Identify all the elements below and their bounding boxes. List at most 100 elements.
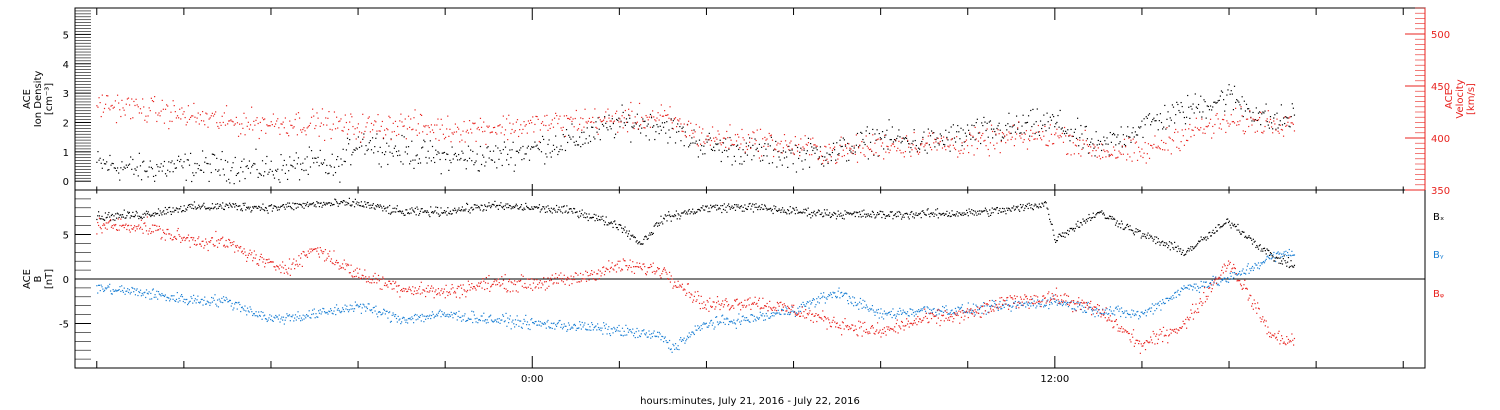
top-right-axis-title: ACEVelocity[km/s] [1444,79,1477,118]
top-point [1104,140,1106,142]
bottom-point [1023,302,1025,305]
top-point [580,117,582,119]
bottom-point [853,211,856,213]
bottom-point [1098,309,1100,311]
top-point [344,114,346,116]
bottom-left-tick-label: 0 [63,275,69,286]
bottom-point [1239,233,1242,235]
bottom-point [472,321,474,324]
top-point [598,128,600,130]
top-point [131,98,133,100]
top-point [1107,151,1109,153]
bottom-point [429,215,431,218]
top-point [180,118,182,120]
top-point [1079,139,1081,141]
top-point [802,146,804,148]
bottom-point [1064,301,1066,304]
bottom-point [168,297,170,299]
bottom-point [746,208,749,211]
bottom-point [599,219,601,221]
top-point [184,153,186,155]
top-point [1032,108,1034,111]
bottom-point [460,210,462,212]
bottom-point [404,319,406,321]
bottom-point [650,231,653,234]
bottom-point [907,216,909,218]
bottom-point [1076,301,1078,303]
bottom-point [1156,236,1158,238]
top-point [1254,131,1256,133]
top-point [730,144,732,147]
bottom-point [581,321,583,324]
bottom-point [698,208,700,211]
top-point [1120,153,1122,155]
bottom-point [811,302,813,304]
top-point [665,132,667,134]
bottom-point [387,317,389,319]
top-point [579,136,581,138]
bottom-point [1253,241,1255,243]
top-point [842,137,844,139]
top-point [1020,137,1022,139]
bottom-point [575,211,577,213]
bottom-point [572,212,574,214]
top-point [1284,116,1286,118]
top-point [1148,157,1151,159]
top-point [664,110,666,112]
bottom-point [1200,236,1202,238]
top-point [1228,125,1230,127]
bottom-point [703,209,705,211]
bottom-point [982,210,984,212]
bottom-point [1082,311,1084,313]
top-point [439,158,441,161]
bottom-point [1000,211,1002,213]
top-point [553,117,556,119]
bottom-point [878,213,880,215]
bottom-point [508,322,510,324]
bottom-point [351,204,353,206]
bottom-point [725,318,727,320]
top-point [426,133,428,135]
bottom-point [1214,232,1216,234]
top-point [438,152,440,154]
bottom-point [553,322,555,324]
top-point [1220,128,1223,130]
top-point [974,139,976,141]
top-point [243,158,245,160]
bottom-point [146,292,148,294]
bottom-point [1013,302,1016,304]
bottom-point [206,300,208,302]
top-point [1184,123,1187,125]
bottom-point [674,214,676,216]
bottom-point [585,213,588,215]
top-point [735,140,738,142]
bottom-point [824,212,826,214]
top-point [492,127,495,129]
top-point [416,134,418,136]
bottom-point [852,296,854,298]
bottom-point [382,312,384,314]
top-point [1155,146,1157,148]
top-point [205,157,207,159]
bottom-point [460,316,462,319]
top-point [605,111,607,113]
top-point [1057,114,1059,117]
top-point [483,156,485,158]
bottom-point [554,328,556,330]
bottom-point [954,307,957,310]
top-point [1020,132,1022,134]
top-point [558,151,560,153]
bottom-point [203,299,205,302]
top-point [647,119,649,121]
bottom-point [1251,243,1254,245]
bottom-point [977,210,979,212]
bottom-point [291,208,293,210]
top-point [189,152,192,155]
top-point [151,168,154,170]
top-point [1034,132,1036,135]
top-point [535,115,537,117]
top-point [387,129,389,131]
top-point [442,152,444,154]
bottom-point [1067,233,1070,236]
top-point [96,161,98,163]
